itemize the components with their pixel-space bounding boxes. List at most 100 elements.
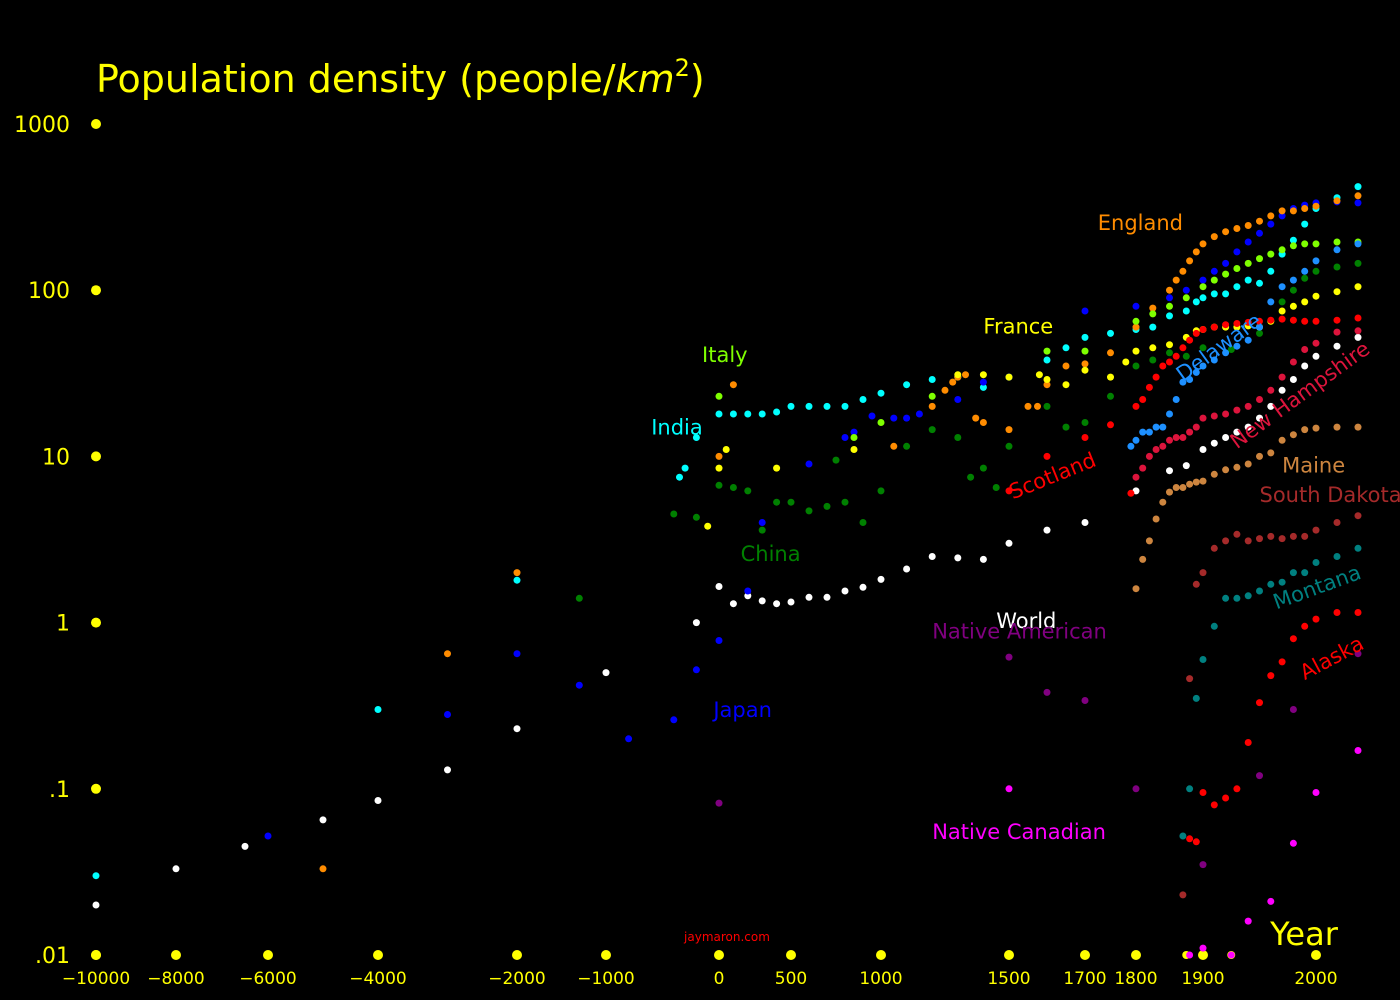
point-england bbox=[444, 650, 451, 658]
point-delaware bbox=[1267, 298, 1275, 306]
point-new-hampshire bbox=[1233, 406, 1241, 414]
point-india bbox=[758, 410, 766, 418]
point-alaska bbox=[1267, 672, 1275, 680]
point-delaware bbox=[1210, 356, 1218, 364]
point-india bbox=[1210, 290, 1218, 298]
point-england bbox=[1244, 222, 1252, 229]
point-delaware bbox=[1132, 436, 1140, 444]
point-japan bbox=[954, 396, 962, 403]
point-france bbox=[1062, 381, 1070, 389]
point-japan bbox=[670, 716, 678, 724]
point-england bbox=[979, 419, 987, 426]
point-delaware bbox=[1278, 283, 1286, 291]
point-china bbox=[744, 487, 752, 495]
point-world bbox=[928, 553, 936, 560]
point-england bbox=[319, 865, 327, 873]
point-england bbox=[1024, 402, 1032, 410]
point-world bbox=[92, 901, 100, 909]
point-montana bbox=[1256, 587, 1263, 595]
point-delaware bbox=[1199, 362, 1207, 370]
point-england bbox=[513, 569, 521, 577]
x-tick-label: −8000 bbox=[147, 969, 205, 989]
point-china bbox=[758, 526, 766, 534]
y-tick-label: .1 bbox=[49, 778, 70, 803]
point-world bbox=[1301, 362, 1309, 370]
point-england bbox=[949, 378, 957, 386]
point-new-hampshire bbox=[1333, 328, 1341, 336]
chart-title-close: ) bbox=[690, 57, 705, 101]
point-england bbox=[1354, 192, 1362, 200]
point-china bbox=[967, 473, 975, 481]
x-tick-label: −4000 bbox=[349, 969, 407, 989]
point-south-dakota bbox=[1210, 544, 1218, 552]
point-new-hampshire bbox=[1289, 358, 1297, 366]
point-world bbox=[1043, 526, 1051, 534]
point-alaska bbox=[1256, 699, 1263, 707]
x-tick-label: 1900 bbox=[1181, 969, 1224, 989]
point-montana bbox=[1186, 785, 1194, 793]
point-italy bbox=[1210, 276, 1218, 284]
x-tick-dot bbox=[714, 950, 724, 960]
point-world bbox=[1333, 342, 1341, 350]
point-world bbox=[1182, 462, 1190, 470]
point-england bbox=[1210, 233, 1218, 241]
point-delaware bbox=[1233, 342, 1241, 350]
point-montana bbox=[1289, 569, 1297, 577]
point-world bbox=[729, 600, 737, 608]
point-scotland bbox=[1166, 358, 1173, 366]
point-japan bbox=[915, 410, 923, 418]
point-maine bbox=[1333, 423, 1341, 431]
point-china bbox=[575, 594, 583, 602]
point-maine bbox=[1152, 515, 1160, 523]
point-india bbox=[841, 402, 849, 410]
y-tick-label: 1 bbox=[56, 612, 70, 637]
point-india bbox=[1222, 290, 1230, 298]
point-scotland bbox=[1145, 383, 1153, 391]
point-world bbox=[744, 592, 752, 600]
point-france bbox=[1005, 373, 1013, 381]
point-new-hampshire bbox=[1256, 396, 1263, 403]
point-india bbox=[692, 434, 700, 441]
point-scotland bbox=[1081, 434, 1089, 441]
point-south-dakota bbox=[1267, 532, 1275, 540]
point-scotland bbox=[1139, 396, 1147, 403]
x-tick-dot bbox=[601, 950, 611, 960]
x-tick-dot bbox=[1080, 950, 1090, 960]
point-maine bbox=[1145, 537, 1153, 545]
point-alaska bbox=[1186, 835, 1194, 843]
point-japan bbox=[1222, 259, 1230, 267]
point-delaware bbox=[1139, 428, 1147, 436]
point-japan bbox=[841, 434, 849, 441]
point-china bbox=[1107, 392, 1114, 400]
point-delaware bbox=[1145, 428, 1153, 436]
point-india bbox=[1081, 333, 1089, 341]
point-england bbox=[1062, 362, 1070, 370]
point-new-hampshire bbox=[1312, 339, 1320, 347]
point-italy bbox=[1312, 240, 1320, 248]
point-france bbox=[979, 371, 987, 379]
point-china bbox=[670, 510, 678, 518]
point-france bbox=[1166, 341, 1173, 349]
point-montana bbox=[1233, 594, 1241, 602]
point-england bbox=[1034, 402, 1041, 410]
point-native-canadian bbox=[1267, 897, 1275, 905]
x-tick-dot bbox=[1311, 950, 1321, 960]
x-tick-label: −10000 bbox=[62, 969, 130, 989]
point-world bbox=[374, 797, 382, 804]
point-south-dakota bbox=[1301, 532, 1309, 540]
point-world bbox=[1256, 414, 1263, 422]
point-england bbox=[890, 442, 898, 450]
point-england bbox=[715, 452, 723, 460]
point-india bbox=[92, 872, 100, 880]
series-label-china: China bbox=[741, 542, 801, 566]
y-axis: 1000 100 10 1 .1 .01 bbox=[14, 113, 101, 969]
point-world bbox=[241, 842, 249, 850]
point-new-hampshire bbox=[1222, 410, 1230, 418]
point-italy bbox=[1278, 246, 1286, 254]
point-england bbox=[1166, 286, 1173, 294]
series-label-native-american: Native American bbox=[932, 620, 1107, 644]
x-tick-dot bbox=[1004, 950, 1014, 960]
point-south-dakota bbox=[1312, 526, 1320, 534]
point-native-american bbox=[1354, 650, 1362, 658]
point-world bbox=[1222, 434, 1230, 441]
